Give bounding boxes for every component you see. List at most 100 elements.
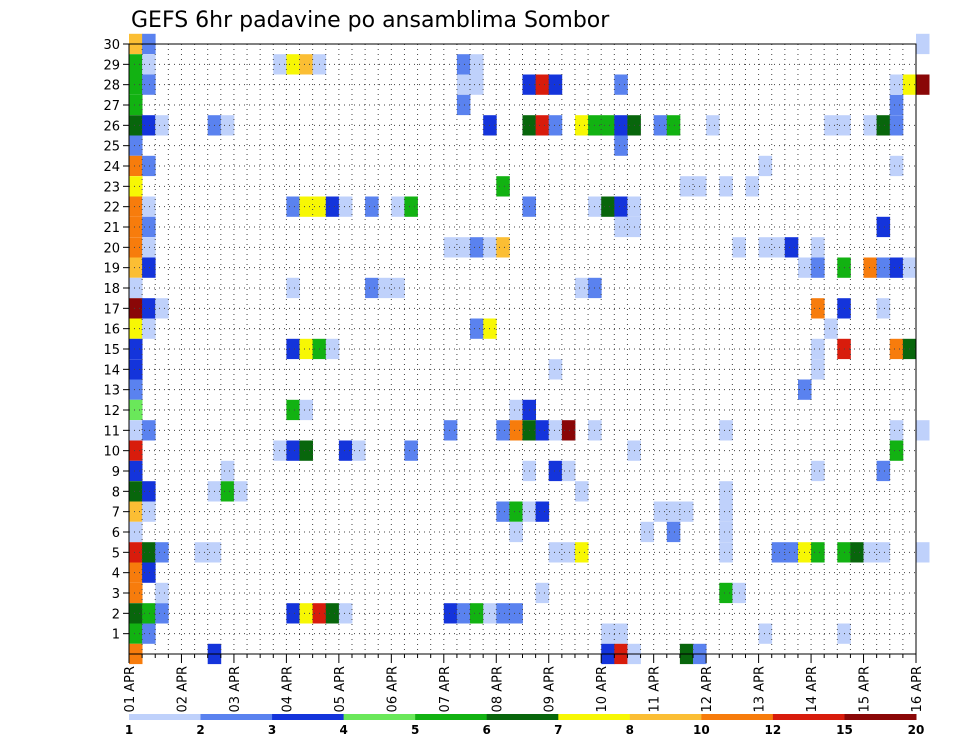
- heatmap-cell: [811, 298, 825, 319]
- heatmap-cell: [142, 237, 156, 258]
- heatmap-cell: [535, 115, 550, 136]
- heatmap-cell: [666, 521, 681, 543]
- heatmap-cell: [601, 196, 615, 217]
- y-tick-label: 9: [112, 465, 120, 480]
- y-tick-label: 23: [103, 180, 120, 195]
- heatmap-cell: [509, 420, 523, 441]
- heatmap-cell: [758, 155, 773, 177]
- heatmap-cell: [850, 542, 864, 563]
- heatmap-cell: [220, 481, 235, 502]
- heatmap-cell: [811, 359, 825, 380]
- heatmap-cell: [889, 94, 904, 116]
- x-tick-label: 10 APR: [595, 666, 610, 712]
- x-tick-label: 12 APR: [700, 666, 715, 712]
- heatmap-cell: [129, 399, 143, 421]
- heatmap-cell: [719, 501, 733, 522]
- heatmap-cell: [470, 54, 484, 75]
- heatmap-cell: [129, 501, 143, 522]
- heatmap-cell: [470, 74, 484, 95]
- heatmap-cell: [129, 196, 143, 217]
- heatmap-cell: [286, 399, 300, 421]
- heatmap-cell: [719, 420, 733, 441]
- heatmap-cell: [443, 237, 458, 258]
- heatmap-cell: [129, 420, 143, 441]
- heatmap-cell: [129, 460, 143, 482]
- heatmap-cell: [129, 481, 143, 502]
- heatmap-cell: [286, 603, 300, 624]
- heatmap-cell: [496, 176, 510, 197]
- heatmap-cell: [876, 115, 891, 136]
- heatmap-cell: [719, 542, 733, 563]
- y-tick-label: 24: [103, 160, 120, 175]
- heatmap-cell: [325, 196, 340, 217]
- heatmap-cell: [745, 176, 759, 197]
- heatmap-cell: [719, 176, 733, 197]
- x-tick-label: 02 APR: [175, 666, 190, 712]
- heatmap-cell: [233, 481, 248, 502]
- heatmap-cell: [142, 562, 156, 583]
- heatmap-cell: [273, 440, 287, 461]
- heatmap-cell: [404, 440, 418, 461]
- heatmap-cell: [220, 115, 235, 136]
- colorbar-label: 12: [765, 723, 782, 737]
- heatmap-cell: [876, 257, 891, 278]
- heatmap-cell: [548, 460, 563, 482]
- heatmap-cell: [771, 237, 786, 258]
- chart-title: GEFS 6hr padavine po ansamblima Sombor: [131, 8, 610, 33]
- heatmap-cell: [129, 603, 143, 624]
- colorbar-label: 1: [125, 723, 133, 737]
- y-tick-label: 11: [103, 424, 120, 439]
- heatmap-cell: [129, 440, 143, 461]
- heatmap-cell: [614, 196, 628, 217]
- heatmap-cell: [889, 440, 904, 461]
- heatmap-cell: [889, 420, 904, 441]
- y-tick-label: 20: [103, 241, 120, 256]
- heatmap-cell: [863, 115, 877, 136]
- grid: [128, 43, 917, 654]
- y-tick-label: 22: [103, 201, 120, 216]
- y-tick-label: 7: [112, 506, 120, 521]
- heatmap-cell: [129, 115, 143, 136]
- heatmap-cell: [811, 257, 825, 278]
- y-tick-label: 12: [103, 404, 120, 419]
- heatmap-cell: [155, 542, 169, 563]
- heatmap-cell: [443, 603, 458, 624]
- heatmap-cell: [614, 216, 628, 238]
- heatmap-cell: [142, 603, 156, 624]
- heatmap-cell: [889, 155, 904, 177]
- heatmap-cell: [155, 582, 169, 604]
- heatmap-cell: [666, 115, 681, 136]
- heatmap-cell: [273, 54, 287, 75]
- heatmap-cell: [784, 542, 799, 563]
- colorbar-swatch: [701, 714, 774, 720]
- heatmap-cell: [535, 74, 550, 95]
- y-tick-label: 14: [103, 363, 120, 378]
- heatmap-cell: [575, 542, 589, 563]
- heatmap-cell: [496, 237, 510, 258]
- heatmap-cell: [129, 582, 143, 604]
- heatmap-cell: [509, 521, 523, 543]
- y-tick-label: 19: [103, 262, 120, 277]
- heatmap-cell: [509, 501, 523, 522]
- heatmap-cell: [338, 603, 353, 624]
- colorbar-swatch: [343, 714, 416, 720]
- heatmap-cell: [614, 135, 628, 156]
- colorbar-label: 7: [554, 723, 562, 737]
- heatmap-cell: [535, 501, 550, 522]
- heatmap-cell: [863, 542, 877, 563]
- heatmap-cell: [575, 481, 589, 502]
- heatmap-cell: [614, 623, 628, 644]
- colorbar-label: 8: [626, 723, 634, 737]
- heatmap-cell: [719, 521, 733, 543]
- heatmap-cell: [889, 115, 904, 136]
- heatmap-cell: [129, 298, 143, 319]
- heatmap-cell: [889, 338, 904, 360]
- colorbar-label: 2: [196, 723, 204, 737]
- colorbar-label: 3: [268, 723, 276, 737]
- heatmap-cell: [758, 623, 773, 644]
- colorbar-label: 15: [836, 723, 853, 737]
- heatmap-cell: [456, 94, 471, 116]
- heatmap-cell: [496, 603, 510, 624]
- heatmap-cell: [129, 257, 143, 278]
- heatmap-cell: [129, 562, 143, 583]
